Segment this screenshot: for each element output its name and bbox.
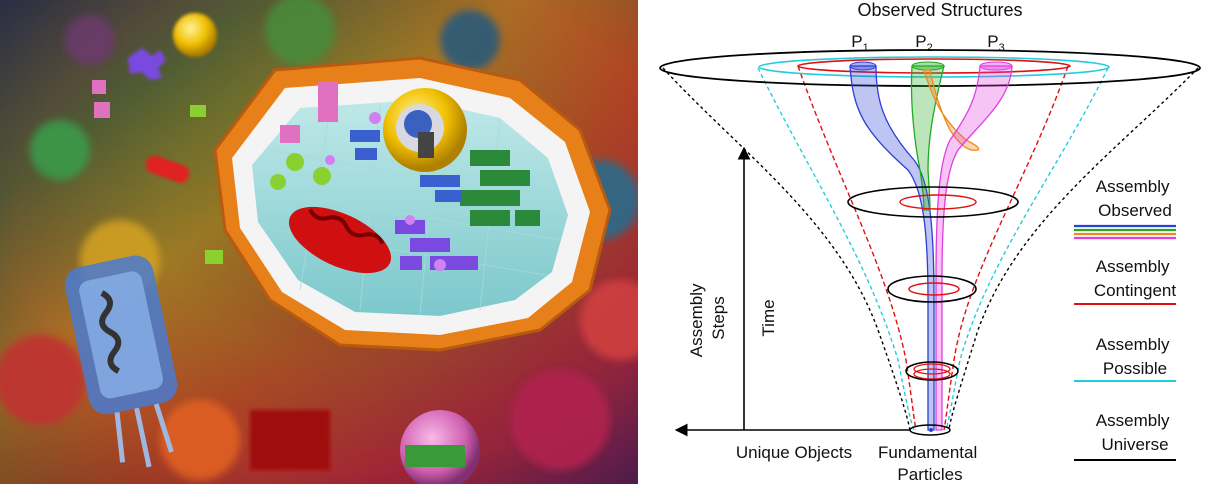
diagram-title: Observed Structures [857,0,1022,20]
fundamental-particles-label: Fundamental Particles [878,443,982,484]
assembly-funnel-svg: Observed Structures P1 P2 P3 [659,0,1201,484]
assembly-steps-label: Assembly Steps [687,279,728,357]
svg-text:P1: P1 [851,32,868,54]
ring-level-1 [847,186,1019,218]
path-label-p2: P2 [915,32,932,54]
legend: Assembly Observed Assembly Contingent [1074,177,1177,461]
svg-text:P2: P2 [915,32,932,54]
svg-text:Assembly Observed: Assembly Observed [1096,177,1174,220]
universe-boundary-right [948,67,1199,431]
path-label-p1: P1 [851,32,868,54]
ring-level-2 [887,275,977,303]
legend-item-observed: Assembly Observed [1074,177,1176,240]
observed-path-magenta [935,61,1013,431]
blue-bacterium [64,255,178,468]
time-label: Time [759,299,778,336]
assembly-space-diagram: Observed Structures P1 P2 P3 [638,0,1205,484]
svg-text:Assembly Contingen: Assembly Contingent [1094,257,1177,300]
path-label-p3: P3 [987,32,1004,54]
legend-item-possible: Assembly Possible [1074,335,1176,382]
lego-cell-image [0,0,638,484]
ring-level-3 [905,361,959,381]
lego-cell [213,56,612,352]
observed-path-orange [923,69,980,151]
contingent-boundary-right [943,65,1069,431]
contingent-rim [797,58,1071,74]
legend-item-contingent: Assembly Contingent [1074,257,1177,305]
floating-objects [92,13,223,264]
lego-cell-illustration [0,0,638,484]
contingent-boundary-left [797,65,917,431]
possible-rim [758,56,1110,78]
observed-path-blue [849,61,935,431]
svg-text:Assembly Universe: Assembly Universe [1096,411,1174,454]
legend-item-universe: Assembly Universe [1074,411,1176,461]
unique-objects-label: Unique Objects [736,443,852,462]
svg-text:Assembly Possible: Assembly Possible [1096,335,1174,378]
svg-text:P3: P3 [987,32,1004,54]
possible-boundary-left [757,67,915,431]
possible-boundary-right [945,67,1109,431]
observed-path-green [910,61,945,211]
